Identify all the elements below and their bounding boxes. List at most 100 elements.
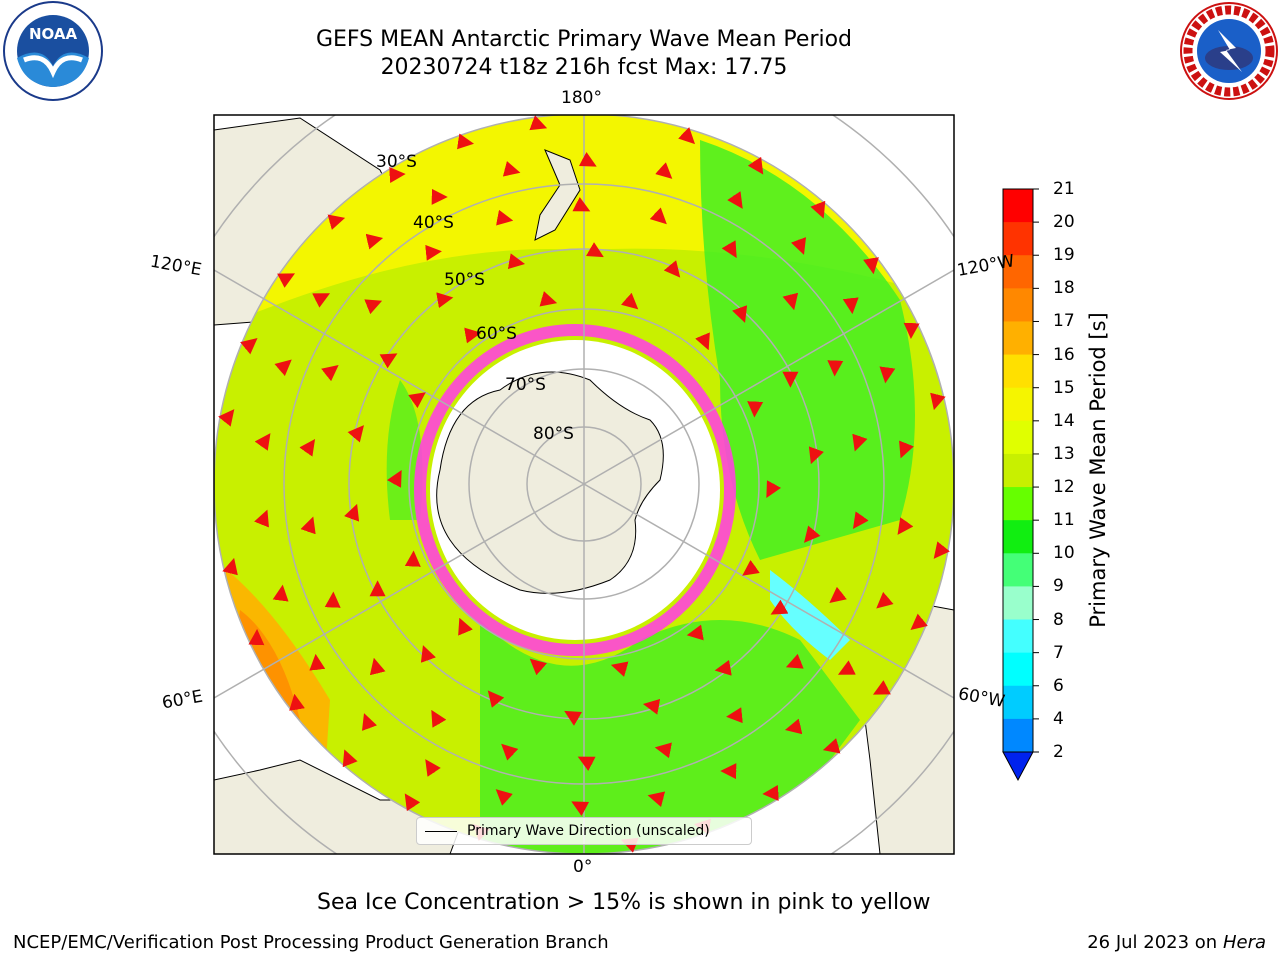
wave-arrow xyxy=(369,657,386,676)
wave-arrow xyxy=(714,659,732,676)
wave-arrow xyxy=(852,433,868,452)
colorbar-swatch xyxy=(1003,685,1033,720)
longitude-grid xyxy=(214,115,954,854)
colorbar-tick-label: 20 xyxy=(1053,212,1075,233)
colorbar-swatch xyxy=(1003,222,1033,256)
wave-arrow xyxy=(386,469,402,488)
wave-arrow xyxy=(222,557,238,576)
wave-arrow xyxy=(431,709,447,728)
colorbar-frame xyxy=(1002,188,1034,753)
wave-arrow xyxy=(289,693,305,711)
wave-arrow xyxy=(327,214,346,230)
footer-machine: Hera xyxy=(1222,932,1266,953)
wave-arrow xyxy=(379,353,398,369)
antarctica-land xyxy=(436,371,664,594)
wave-arrow xyxy=(810,200,826,219)
wave-arrow xyxy=(487,690,505,708)
wave-arrow xyxy=(678,127,696,145)
wave-arrow xyxy=(458,617,473,636)
wave-arrow xyxy=(309,653,326,671)
wave-arrow xyxy=(727,191,743,209)
colorbar-tick-label: 11 xyxy=(1053,510,1075,531)
wave-arrow xyxy=(827,360,844,377)
wave-arrow xyxy=(649,207,667,225)
wave-arrow xyxy=(930,392,946,411)
wave-arrow xyxy=(863,257,879,275)
wave-arrow xyxy=(254,433,271,451)
wave-arrow xyxy=(899,440,914,459)
wave-arrow xyxy=(299,438,316,457)
wave-arrow xyxy=(695,332,710,351)
colorbar-swatch xyxy=(1003,189,1033,223)
wave-arrow xyxy=(457,133,475,150)
colorbar-tick-label: 21 xyxy=(1053,179,1075,199)
footer-date: 26 Jul 2023 on Hera xyxy=(1087,932,1266,953)
wave-arrow xyxy=(654,742,672,759)
colorbar-swatch xyxy=(1003,520,1033,554)
colorbar-tick-label: 15 xyxy=(1053,377,1075,398)
wave-arrow xyxy=(872,680,891,695)
wave-arrow xyxy=(610,661,629,677)
wave-arrow xyxy=(564,710,583,726)
colorbar-tick-label: 6 xyxy=(1053,675,1064,696)
wave-arrow xyxy=(655,162,673,179)
colorbar-tick-label: 2 xyxy=(1053,742,1064,762)
map-area xyxy=(214,115,954,854)
colorbar-swatch xyxy=(1003,420,1033,455)
wave-arrow xyxy=(822,738,841,754)
colorbar-swatch xyxy=(1003,652,1033,687)
colorbar-tick-label: 17 xyxy=(1053,311,1075,332)
wave-arrow xyxy=(420,645,436,663)
longitude-label-180: 180° xyxy=(561,88,602,108)
colorbar-tick-label: 18 xyxy=(1053,278,1075,299)
wave-arrow xyxy=(529,658,548,676)
colorbar-swatch xyxy=(1003,288,1033,322)
wave-direction-arrows xyxy=(218,115,950,853)
new-zealand-land xyxy=(534,149,581,241)
wave-arrow xyxy=(425,759,441,777)
colorbar-swatch xyxy=(1003,354,1033,389)
latitude-label-30s: 30°S xyxy=(376,152,417,172)
wave-arrow xyxy=(364,299,383,315)
colorbar-swatch xyxy=(1003,321,1033,356)
wave-arrow xyxy=(425,244,442,261)
colorbar-title: Primary Wave Mean Period [s] xyxy=(1086,312,1110,628)
wave-arrow xyxy=(240,338,258,355)
colorbar-swatch xyxy=(1003,255,1033,289)
colorbar-tick-label: 10 xyxy=(1053,543,1075,564)
colorbar-swatch xyxy=(1003,718,1033,753)
wave-arrow xyxy=(321,365,339,382)
wave-arrow xyxy=(344,503,360,522)
map-title: GEFS MEAN Antarctic Primary Wave Mean Pe… xyxy=(315,27,853,52)
wave-arrow xyxy=(879,366,896,384)
map-subtitle: 20230724 t18z 216h fcst Max: 17.75 xyxy=(380,55,788,80)
wave-arrow xyxy=(408,392,426,409)
noaa-logo-text: NOAA xyxy=(29,25,78,43)
wave-arrow xyxy=(829,586,847,603)
map-frame xyxy=(213,114,955,855)
colorbar-tick-label: 4 xyxy=(1053,708,1064,729)
wave-arrow xyxy=(361,713,378,731)
wave-arrow xyxy=(933,541,950,559)
wave-arrow xyxy=(852,511,869,530)
footer-credit: NCEP/EMC/Verification Post Processing Pr… xyxy=(13,932,609,953)
nws-logo xyxy=(1180,2,1278,100)
wave-arrow xyxy=(784,718,803,735)
wave-arrow xyxy=(903,322,920,340)
wave-arrow xyxy=(726,707,743,724)
wave-arrow xyxy=(766,480,782,499)
colorbar-tick-label: 9 xyxy=(1053,576,1064,597)
sea-ice-note: Sea Ice Concentration > 15% is shown in … xyxy=(317,890,931,915)
colorbar-swatch xyxy=(1003,453,1033,488)
wave-arrow xyxy=(404,793,421,812)
wave-arrow xyxy=(312,293,331,308)
wave-arrow xyxy=(507,253,526,270)
wave-arrow xyxy=(742,559,760,576)
colorbar-extend-triangle xyxy=(1002,751,1034,782)
legend-label: Primary Wave Direction (unscaled) xyxy=(467,823,710,839)
footer-date-text: 26 Jul 2023 on xyxy=(1087,932,1223,953)
latitude-label-50s: 50°S xyxy=(444,270,485,290)
latitude-label-70s: 70°S xyxy=(505,375,546,395)
wave-arrow xyxy=(620,292,639,310)
